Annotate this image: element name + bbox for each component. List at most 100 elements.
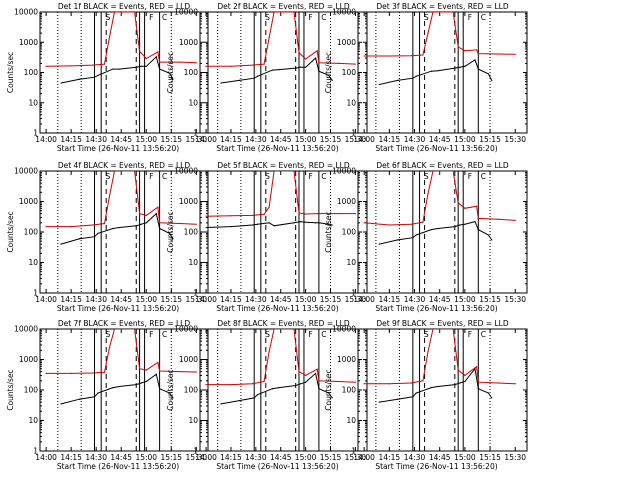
y-tick-label: 10: [28, 98, 38, 107]
y-tick-label: 10000: [174, 167, 198, 176]
events-point: [477, 228, 479, 231]
y-axis-label: Counts/sec: [6, 369, 15, 410]
x-tick-label: 15:00: [135, 135, 157, 144]
x-tick-label: 15:00: [135, 453, 157, 462]
lld-point: [497, 218, 500, 220]
lld-point: [108, 195, 111, 197]
lld-point: [92, 64, 94, 66]
events-point: [155, 373, 157, 375]
lld-point: [464, 374, 466, 377]
x-tick-label: 14:00: [353, 453, 375, 462]
y-tick-label: 1000: [179, 197, 198, 206]
x-axis-label: Start Time (26-Nov-11 13:56:20): [375, 304, 497, 313]
lld-series-line: [364, 12, 516, 57]
lld-point: [432, 329, 434, 330]
lld-series-line: [46, 329, 197, 374]
lld-point: [410, 223, 412, 225]
events-point: [135, 225, 137, 227]
events-point: [430, 70, 432, 72]
events-point: [159, 68, 161, 70]
detector-panel-9: Det 9f BLACK = Events, RED = LLD 1 10 100 10…: [324, 319, 528, 471]
y-tick-label: 1000: [19, 38, 38, 47]
lld-point: [477, 381, 479, 383]
lld-point: [138, 213, 141, 215]
x-tick-label: 14:45: [429, 135, 451, 144]
lld-point: [179, 371, 181, 373]
events-point: [172, 78, 174, 80]
flag-letter: S: [424, 172, 429, 181]
flag-letter: F: [308, 172, 312, 181]
x-tick-label: 15:30: [186, 453, 208, 462]
events-point: [415, 392, 417, 394]
events-point: [273, 225, 275, 227]
flag-letter: C: [481, 13, 486, 22]
lld-point: [318, 213, 320, 215]
y-tick-label: 1000: [19, 355, 38, 364]
events-point: [140, 223, 142, 225]
flag-markers: [217, 171, 332, 293]
y-tick-label: 1: [351, 447, 356, 456]
x-tick-label: 14:00: [35, 135, 57, 144]
lld-point: [263, 380, 265, 383]
events-point: [397, 79, 399, 81]
x-tick-label: 15:15: [320, 453, 342, 462]
x-tick-label: 14:15: [60, 453, 82, 462]
lld-point: [230, 215, 232, 217]
x-tick-label: 14:30: [404, 453, 426, 462]
panel-title: Det 4f BLACK = Events, RED = LLD: [58, 161, 191, 170]
events-point: [145, 65, 147, 67]
events-point: [331, 397, 333, 399]
x-tick-label: 14:00: [353, 295, 375, 304]
lld-point: [318, 62, 320, 64]
y-axis-label: Counts/sec: [166, 211, 175, 252]
lld-point: [125, 12, 127, 13]
events-point: [172, 397, 174, 399]
lld-point: [305, 213, 307, 215]
panel-title: Det 3f BLACK = Events, RED = LLD: [376, 2, 509, 11]
x-tick-label: 14:45: [429, 453, 451, 462]
events-point: [278, 68, 280, 71]
detector-panel-1: Det 1f BLACK = Events, RED = LLD 1 10 100 10…: [6, 2, 209, 153]
flag-markers: [375, 171, 491, 293]
events-point: [305, 381, 307, 383]
lld-point: [338, 380, 340, 383]
lld-point: [444, 329, 446, 330]
flag-markers: [57, 329, 172, 451]
x-tick-label: 14:30: [85, 295, 107, 304]
x-tick-label: 15:30: [345, 453, 367, 462]
events-point: [238, 399, 240, 402]
events-point: [474, 220, 476, 223]
events-point: [491, 79, 493, 81]
lld-point: [432, 171, 434, 172]
panel-title: Det 9f BLACK = Events, RED = LLD: [376, 319, 509, 328]
events-point: [378, 401, 380, 403]
y-tick-label: 10: [346, 416, 356, 425]
x-tick-label: 15:30: [504, 135, 526, 144]
y-tick-label: 100: [342, 386, 357, 395]
x-tick-label: 15:30: [504, 295, 526, 304]
lld-point: [452, 171, 454, 172]
x-tick-label: 15:00: [295, 453, 317, 462]
events-point: [145, 222, 147, 224]
lld-point: [427, 32, 429, 34]
events-point: [487, 392, 489, 394]
events-point: [78, 238, 81, 240]
lld-point: [113, 329, 116, 330]
lld-point: [273, 329, 275, 330]
x-tick-label: 15:15: [320, 295, 342, 304]
x-tick-label: 14:00: [35, 295, 57, 304]
events-point: [454, 226, 456, 228]
x-tick-label: 15:15: [160, 295, 182, 304]
events-point: [430, 386, 432, 389]
lld-point: [125, 329, 127, 330]
flag-letter: F: [308, 330, 312, 339]
y-tick-label: 10000: [174, 8, 198, 17]
events-point: [97, 232, 99, 234]
x-tick-label: 14:30: [245, 453, 267, 462]
lld-point: [157, 361, 159, 364]
lld-point: [273, 171, 275, 172]
lld-point: [305, 58, 307, 60]
plot-frame: [357, 328, 528, 452]
lld-point: [251, 64, 254, 66]
